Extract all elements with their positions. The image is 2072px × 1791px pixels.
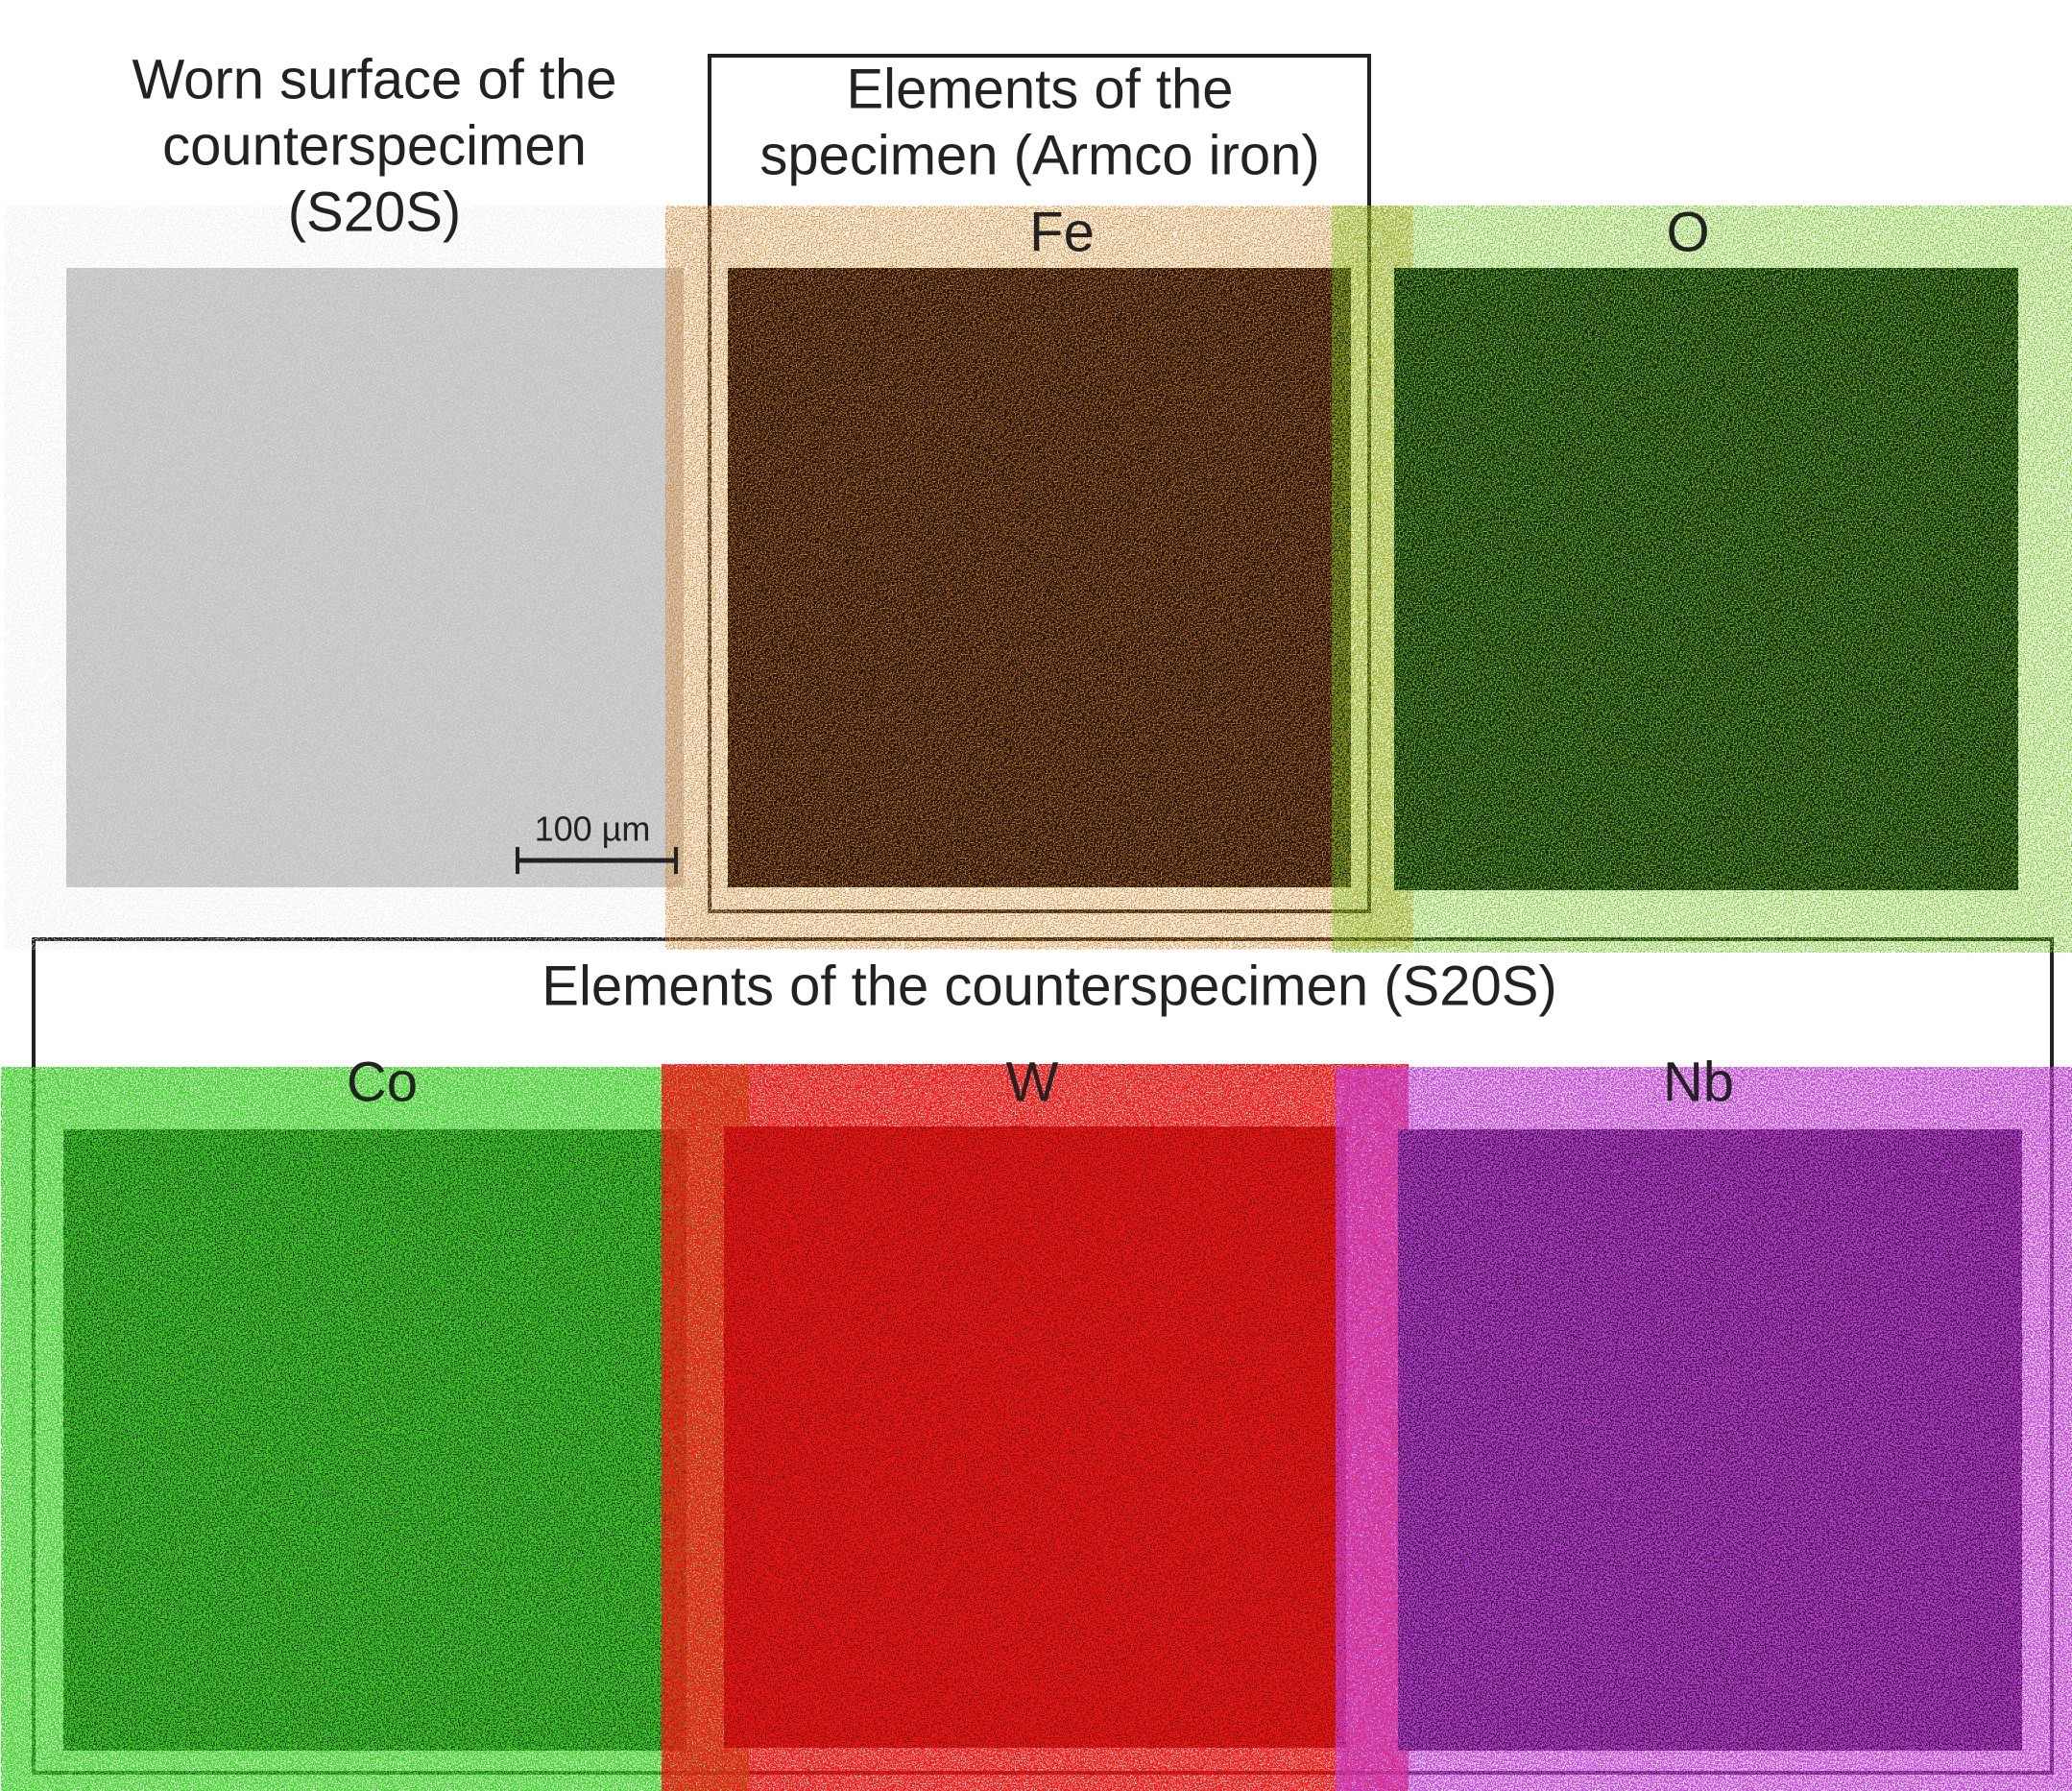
o-map-texture [1394,268,2018,890]
specimen-box [708,54,1371,913]
box-title: Elements of the counterspecimen (S20S) [542,955,1556,1017]
co-map-texture [63,1129,687,1751]
box-title: Elements of the [847,58,1234,120]
counterspecimen-box [32,937,2054,1775]
map-label: W [1006,1051,1059,1113]
fe-map-texture [728,268,1351,887]
panel-title: (S20S) [288,181,462,243]
map-label: O [1666,201,1709,263]
box-title: specimen (Armco iron) [759,124,1319,186]
panel-title: Worn surface of the [132,48,616,110]
panel-title: counterspecimen [162,114,587,177]
map-label: Fe [1029,201,1095,263]
map-label: Co [347,1051,418,1113]
nb-map-texture [1398,1129,2022,1751]
scale-bar-label: 100 µm [535,810,651,849]
w-map-texture [724,1126,1346,1748]
map-label: Nb [1663,1051,1734,1113]
sem-image-texture [66,268,684,887]
